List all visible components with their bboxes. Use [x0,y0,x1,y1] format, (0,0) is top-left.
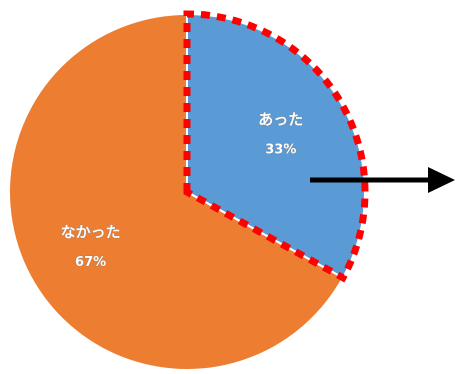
highlight-outline [183,10,369,283]
slice-label-aatta: あった [258,111,303,129]
slice-value-nakatta: 67% [75,255,106,270]
pie-slice-1 [8,12,345,371]
slice-value-aatta: 33% [265,143,296,158]
slice-labels: あった 33% なかった 67% [60,110,303,270]
slice-label-nakatta: なかった [61,223,121,241]
pie-slices [8,12,366,371]
callout-arrow-head [428,167,455,193]
callout-arrow [310,167,455,193]
highlight-layer [183,10,369,283]
